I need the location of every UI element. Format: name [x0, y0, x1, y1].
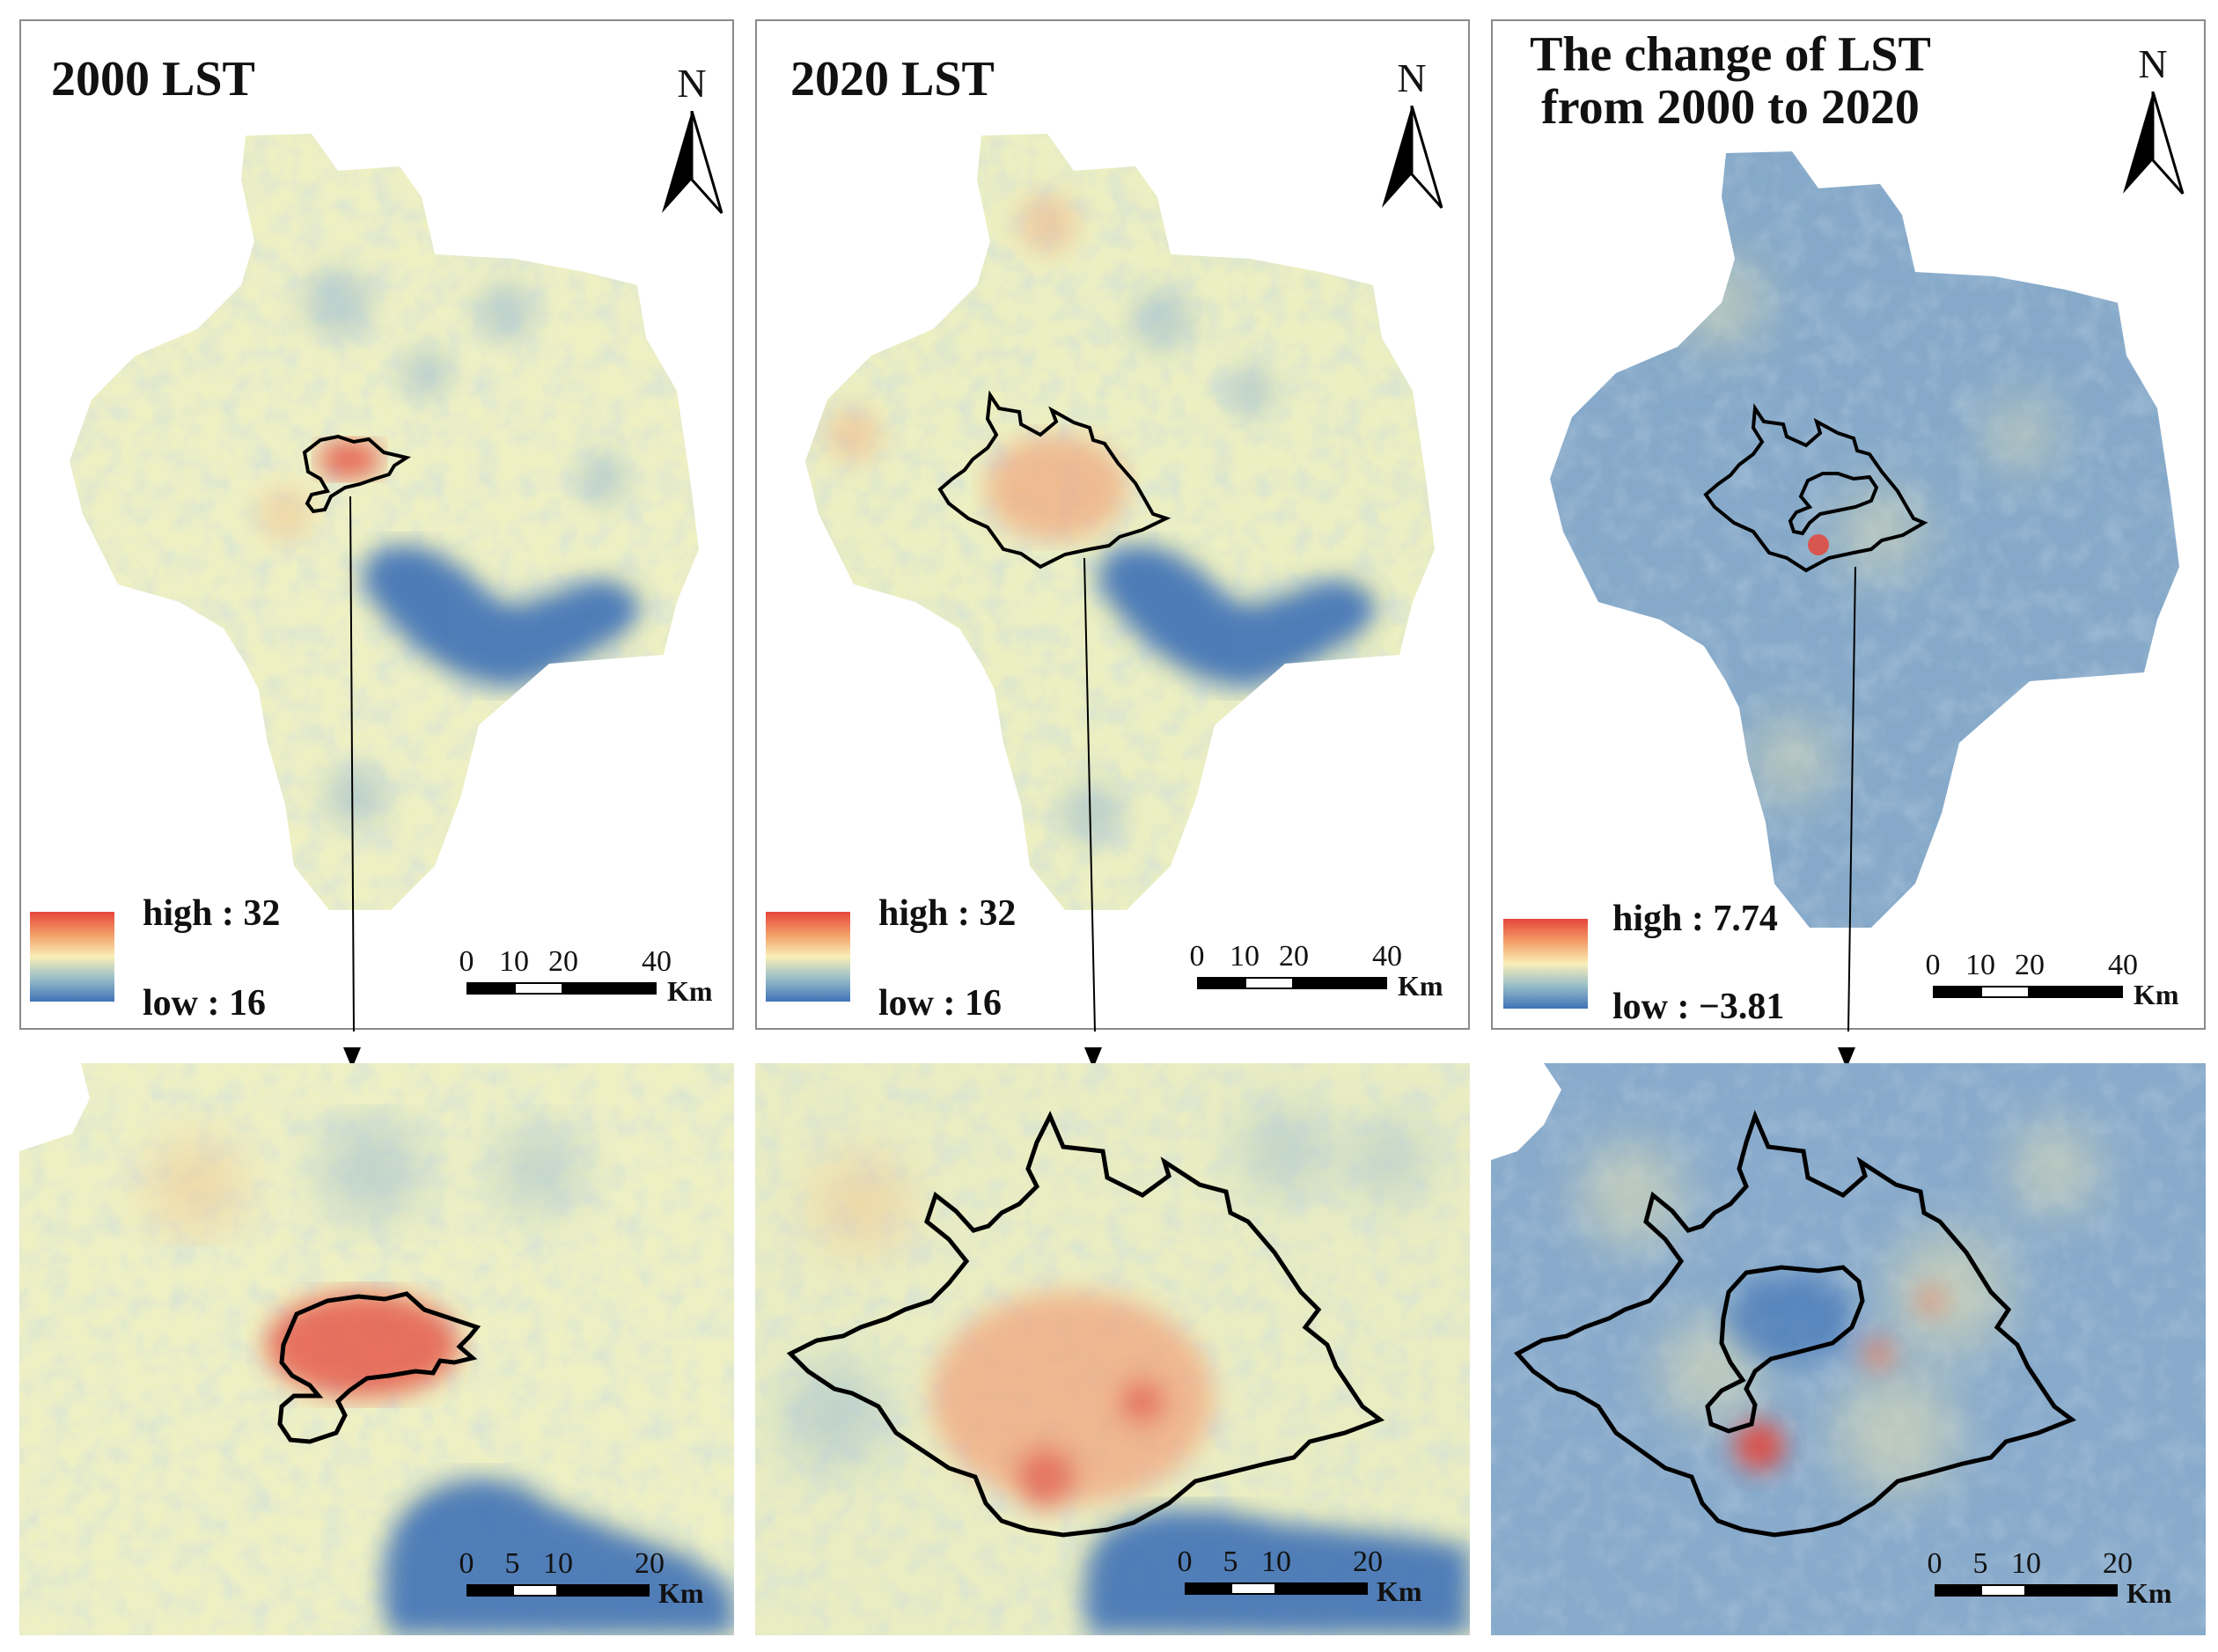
- north-arrow-icon: [662, 111, 692, 213]
- study-area-map: [70, 134, 699, 1032]
- legend-low-label: low : −3.81: [1612, 987, 1785, 1027]
- legend-high-label: high : 32: [143, 893, 281, 934]
- north-arrow: N: [2118, 40, 2188, 199]
- scale-unit: Km: [667, 975, 713, 1007]
- scale-tick-label: 20: [1279, 940, 1309, 973]
- north-arrow: N: [1377, 55, 1447, 213]
- north-arrow: N: [657, 60, 727, 218]
- scale-tick-label: 20: [635, 1547, 665, 1580]
- scale-bar: 0 5 10 20 Km: [459, 1547, 723, 1609]
- scale-tick-label: 20: [548, 945, 578, 978]
- urban-boundary-2000: [1788, 472, 1879, 536]
- legend-high-label: high : 32: [878, 893, 1017, 934]
- urban-heat-core: [986, 435, 1127, 540]
- scale-bar: 0 10 20 40 Km: [1924, 949, 2188, 1010]
- urban-boundary-2020: [1514, 1109, 2077, 1538]
- scale-tick-label: 10: [2011, 1547, 2041, 1580]
- legend-low-label: low : 16: [878, 983, 1002, 1024]
- scale-tick-label: 40: [642, 945, 672, 978]
- zoom-panel-2020: 0 5 10 20 Km: [755, 1063, 1470, 1635]
- scale-tick-label: 10: [1261, 1546, 1291, 1578]
- scale-unit: Km: [658, 1577, 704, 1609]
- scale-tick-label: 10: [1965, 949, 1995, 981]
- scale-unit: Km: [1377, 1575, 1422, 1607]
- scale-tick-label: 5: [1223, 1546, 1238, 1578]
- scale-tick-label: 0: [1177, 1546, 1193, 1578]
- scale-tick-label: 10: [543, 1547, 573, 1580]
- scale-bar: 0 10 20 40 Km: [1188, 940, 1452, 1002]
- north-label: N: [677, 61, 707, 106]
- zoomed-map: [755, 1063, 1470, 1635]
- scale-bar: 0 10 20 40 Km: [458, 945, 722, 1007]
- legend-low-label: low : 16: [143, 983, 266, 1024]
- urban-boundary-2020: [1703, 403, 1928, 573]
- north-arrow-icon: [1382, 106, 1412, 208]
- urban-boundary-2000: [277, 1291, 481, 1444]
- callout-line: [1083, 557, 1096, 1032]
- north-label: N: [1397, 55, 1427, 100]
- urban-boundary-2020: [937, 390, 1171, 569]
- scale-tick-label: 0: [459, 1547, 474, 1580]
- urban-heat-core: [318, 440, 381, 479]
- map-panel-lst-change: The change of LST from 2000 to 2020 N hi…: [1491, 19, 2206, 1032]
- urban-boundary-2000: [302, 434, 412, 514]
- north-label: N: [2138, 41, 2168, 86]
- zoomed-map: [1491, 1063, 2206, 1635]
- scale-tick-label: 10: [499, 945, 529, 978]
- north-arrow-icon: [2123, 92, 2153, 194]
- scale-unit: Km: [1398, 970, 1443, 1002]
- study-area-map: [805, 134, 1435, 1032]
- scale-tick-label: 20: [1353, 1546, 1383, 1578]
- scale-bar: 0 5 10 20 Km: [1928, 1547, 2192, 1609]
- scale-tick-label: 0: [1927, 1547, 1943, 1580]
- map-panel-2020-lst: 2020 LST N high : 32 low : 16 0 10 20 40…: [755, 19, 1470, 1032]
- study-area-map: [1550, 151, 2179, 1032]
- scale-tick-label: 5: [504, 1547, 520, 1580]
- scale-unit: Km: [2126, 1577, 2172, 1609]
- scale-tick-label: 5: [1972, 1547, 1988, 1580]
- lake: [363, 545, 639, 686]
- scale-tick-label: 40: [1372, 940, 1402, 973]
- zoom-panel-change: 0 5 10 20 Km: [1491, 1063, 2206, 1635]
- scale-tick-label: 20: [2103, 1547, 2133, 1580]
- lake: [1083, 1509, 1470, 1635]
- scale-bar: 0 5 10 20 Km: [1178, 1546, 1442, 1607]
- panel-title: 2020 LST: [790, 52, 995, 106]
- legend-color-ramp: [30, 912, 114, 1002]
- scale-tick-label: 0: [459, 945, 474, 978]
- urban-boundary-2020: [786, 1111, 1385, 1538]
- scale-tick-label: 20: [2015, 949, 2045, 981]
- lake: [1098, 545, 1375, 686]
- scale-tick-label: 0: [1925, 949, 1941, 981]
- map-panel-2000-lst: 2000 LST N high : 32 low : 16 0 10 20 40…: [19, 19, 734, 1032]
- callout-line: [349, 496, 355, 1032]
- zoom-panel-2000: 0 5 10 20 Km: [19, 1063, 734, 1635]
- scale-unit: Km: [2134, 979, 2179, 1010]
- scale-tick-label: 40: [2108, 949, 2138, 981]
- panel-title: The change of LST from 2000 to 2020: [1530, 27, 1931, 136]
- legend-high-label: high : 7.74: [1612, 899, 1778, 939]
- legend-color-ramp: [1503, 919, 1588, 1009]
- panel-title: 2000 LST: [51, 52, 255, 106]
- scale-tick-label: 10: [1230, 940, 1260, 973]
- urban-boundary-2000: [1705, 1265, 1865, 1434]
- scale-tick-label: 0: [1189, 940, 1205, 973]
- zoomed-map: [19, 1063, 734, 1635]
- legend-color-ramp: [766, 912, 850, 1002]
- callout-line: [1847, 566, 1856, 1032]
